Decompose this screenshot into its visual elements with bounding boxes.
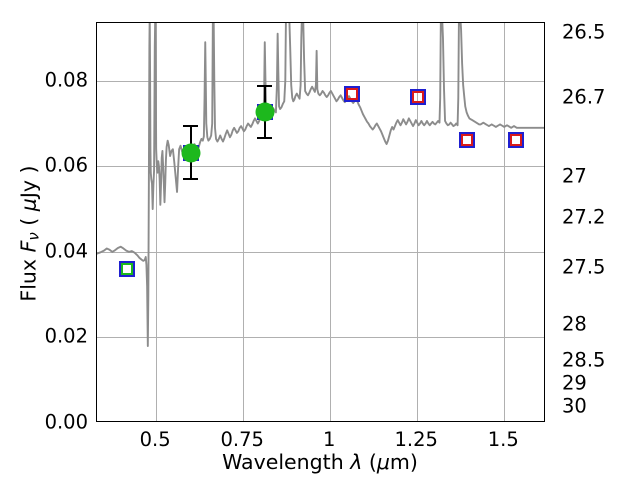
y-ticklabel-right: 26.7 xyxy=(562,85,606,109)
y-ticklabel-left: 0.08 xyxy=(44,68,88,91)
gridline-vertical xyxy=(504,23,506,421)
observed-data-point[interactable] xyxy=(255,102,275,122)
y-tick-right xyxy=(544,360,545,361)
y-tick-right xyxy=(544,32,545,33)
y-ticklabel-left: 0.06 xyxy=(44,153,88,177)
gridline-horizontal xyxy=(97,337,544,339)
x-ticklabel: 1.5 xyxy=(487,428,519,451)
model-photometry-marker[interactable] xyxy=(344,86,361,103)
y-ticklabel-left: 0.04 xyxy=(44,239,88,263)
y-ticklabel-right: 27 xyxy=(562,164,587,188)
y-ticklabel-right: 27.2 xyxy=(562,205,606,229)
y-tick-right xyxy=(544,324,545,325)
y-ticklabel-left: 0.02 xyxy=(44,324,88,348)
x-ticklabel: 1.25 xyxy=(394,428,438,451)
y-ticklabel-right: 28 xyxy=(562,312,587,336)
y-axis-left-ticklabels: 0.00 0.02 0.04 0.06 0.08 xyxy=(0,0,88,480)
x-tick xyxy=(330,421,331,422)
x-axis-ticklabels: 0.5 0.75 1 1.25 1.5 xyxy=(0,430,640,460)
model-photometry-marker[interactable] xyxy=(409,89,426,106)
x-tick xyxy=(504,421,505,422)
x-ticklabel: 0.75 xyxy=(220,428,264,451)
gridline-vertical xyxy=(330,23,332,421)
gridline-vertical xyxy=(417,23,419,421)
y-tick-left xyxy=(96,251,97,252)
model-photometry-marker[interactable] xyxy=(458,132,475,149)
plot-area xyxy=(96,22,545,422)
y-ticklabel-right: 29 xyxy=(562,371,587,395)
x-ticklabel: 0.5 xyxy=(139,428,171,451)
y-ticklabel-right: 28.5 xyxy=(562,348,606,372)
gridline-vertical xyxy=(243,23,245,421)
x-axis-title: Wavelength λ (μm) xyxy=(222,450,418,474)
x-tick xyxy=(242,421,243,422)
y-ticklabel-right: 30 xyxy=(562,394,587,418)
x-ticklabel: 1 xyxy=(322,428,336,451)
observed-upper-limit-marker[interactable] xyxy=(118,260,135,277)
y-tick-right xyxy=(544,98,545,99)
y-ticklabel-left: 0.00 xyxy=(44,410,88,434)
y-tick-left xyxy=(96,80,97,81)
y-ticklabel-right: 27.5 xyxy=(562,254,606,278)
y-tick-right xyxy=(544,407,545,408)
y-axis-right-ticklabels: 26.5 26.7 27 27.2 27.5 28 28.5 29 30 xyxy=(552,0,640,480)
gridline-vertical xyxy=(156,23,158,421)
model-photometry-marker[interactable] xyxy=(508,132,525,149)
observed-data-point[interactable] xyxy=(181,143,201,163)
y-tick-right xyxy=(544,383,545,384)
y-tick-right xyxy=(544,267,545,268)
y-axis-left-title: Flux Fν ( μJy ) xyxy=(16,165,43,302)
gridline-horizontal xyxy=(97,166,544,168)
x-tick xyxy=(155,421,156,422)
y-ticklabel-right: 26.5 xyxy=(562,20,606,44)
spectrum-curve xyxy=(97,23,544,347)
y-tick-left xyxy=(96,166,97,167)
y-tick-right xyxy=(544,217,545,218)
y-tick-left xyxy=(96,337,97,338)
gridline-horizontal xyxy=(97,251,544,253)
y-tick-right xyxy=(544,176,545,177)
x-tick xyxy=(417,421,418,422)
gridline-horizontal xyxy=(97,80,544,82)
